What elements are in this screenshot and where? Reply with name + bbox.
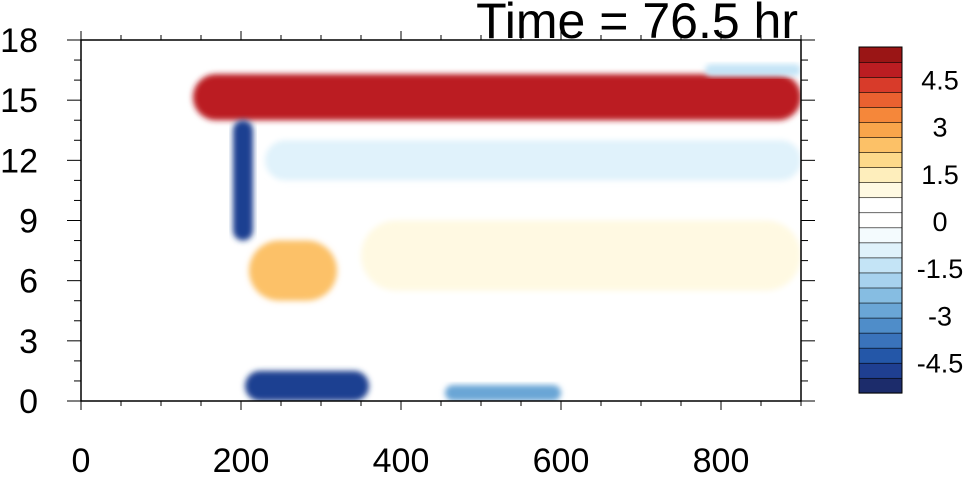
- x-tick-label: 200: [213, 442, 270, 473]
- colorbar-swatch: [858, 362, 903, 379]
- y-tick-label: 18: [0, 22, 38, 60]
- colorbar-swatch: [858, 332, 903, 349]
- contour-field: [193, 64, 801, 401]
- y-tick-label: 3: [19, 323, 38, 361]
- colorbar-swatch: [858, 257, 903, 274]
- colorbar-swatch: [858, 76, 903, 93]
- colorbar-tick-label: -4.5: [917, 349, 964, 379]
- colorbar-swatch: [858, 91, 903, 108]
- field-feature-3: [445, 384, 561, 401]
- colorbar-swatch: [858, 197, 903, 214]
- colorbar-tick-label: 3: [932, 113, 947, 143]
- x-tick-label: 600: [533, 442, 590, 473]
- colorbar-swatch: [858, 46, 903, 63]
- colorbar-swatch: [858, 212, 903, 229]
- field-feature-2: [245, 370, 369, 401]
- colorbar-swatch: [858, 152, 903, 168]
- colorbar-swatch: [858, 121, 903, 138]
- field-feature-1: [233, 120, 253, 241]
- colorbar-tick-label: 1.5: [921, 160, 959, 190]
- colorbar-tick-label: 4.5: [921, 65, 959, 95]
- colorbar-frame: [858, 46, 903, 394]
- field-feature-7: [705, 64, 801, 77]
- x-tick-label: 0: [72, 442, 91, 473]
- y-axis-ticks: 0 3 6 9 12 15 18: [0, 22, 815, 421]
- field-feature-4: [249, 240, 337, 301]
- colorbar-swatch: [858, 106, 903, 123]
- colorbar-swatch: [858, 242, 903, 259]
- colorbar-swatch: [858, 227, 903, 244]
- field-feature-6: [265, 140, 801, 181]
- colorbar-swatch: [858, 136, 903, 153]
- colorbar-swatch: [858, 272, 903, 289]
- colorbar-swatch: [858, 302, 903, 319]
- colorbar-swatch: [858, 347, 903, 364]
- colorbar-swatch: [858, 377, 903, 394]
- x-tick-label: 800: [693, 442, 750, 473]
- colorbar-tick-label: 0: [932, 207, 947, 237]
- field-feature-0: [193, 74, 801, 121]
- x-axis-ticks: 0 200 400 600 800: [72, 31, 802, 478]
- plot-area: 0 200 400 600 800 0 3 6 9 12 15 18: [0, 22, 815, 478]
- colorbar-swatch: [858, 317, 903, 334]
- y-tick-label: 6: [19, 263, 38, 301]
- colorbar-tick-label: -3: [928, 301, 952, 331]
- colorbar-swatch: [858, 182, 903, 199]
- colorbar-swatch: [858, 167, 903, 183]
- colorbar: 4.5 3 1.5 0 -1.5 -3 -4.5: [858, 46, 964, 394]
- colorbar-swatch: [858, 287, 903, 304]
- y-tick-label: 12: [0, 142, 38, 180]
- y-tick-label: 15: [0, 82, 38, 120]
- x-tick-label: 400: [373, 442, 430, 473]
- field-feature-5: [361, 220, 801, 291]
- y-tick-label: 9: [19, 203, 38, 241]
- colorbar-swatch: [858, 61, 903, 78]
- y-tick-label: 0: [19, 383, 38, 421]
- chart-title: Time = 76.5 hr: [476, 0, 798, 49]
- colorbar-tick-label: -1.5: [917, 254, 964, 284]
